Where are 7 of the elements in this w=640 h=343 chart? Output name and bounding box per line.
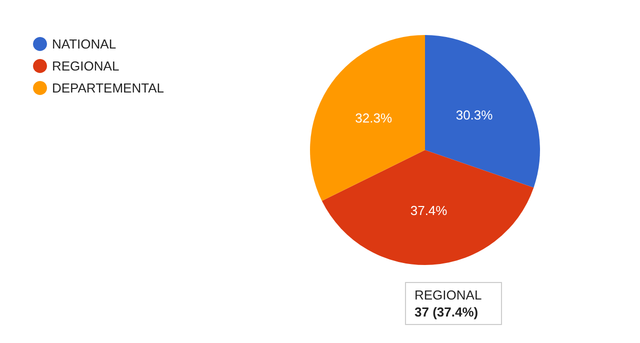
data-label: 32.3%	[355, 110, 392, 126]
data-label: 30.3%	[456, 107, 494, 122]
legend-label: DEPARTEMENTAL	[52, 80, 164, 96]
legend-label: REGIONAL	[52, 58, 120, 74]
legend-label: NATIONAL	[52, 36, 116, 52]
data-label: 37.4%	[410, 202, 448, 218]
text: REGIONAL 37 (37.4%)	[414, 288, 482, 320]
